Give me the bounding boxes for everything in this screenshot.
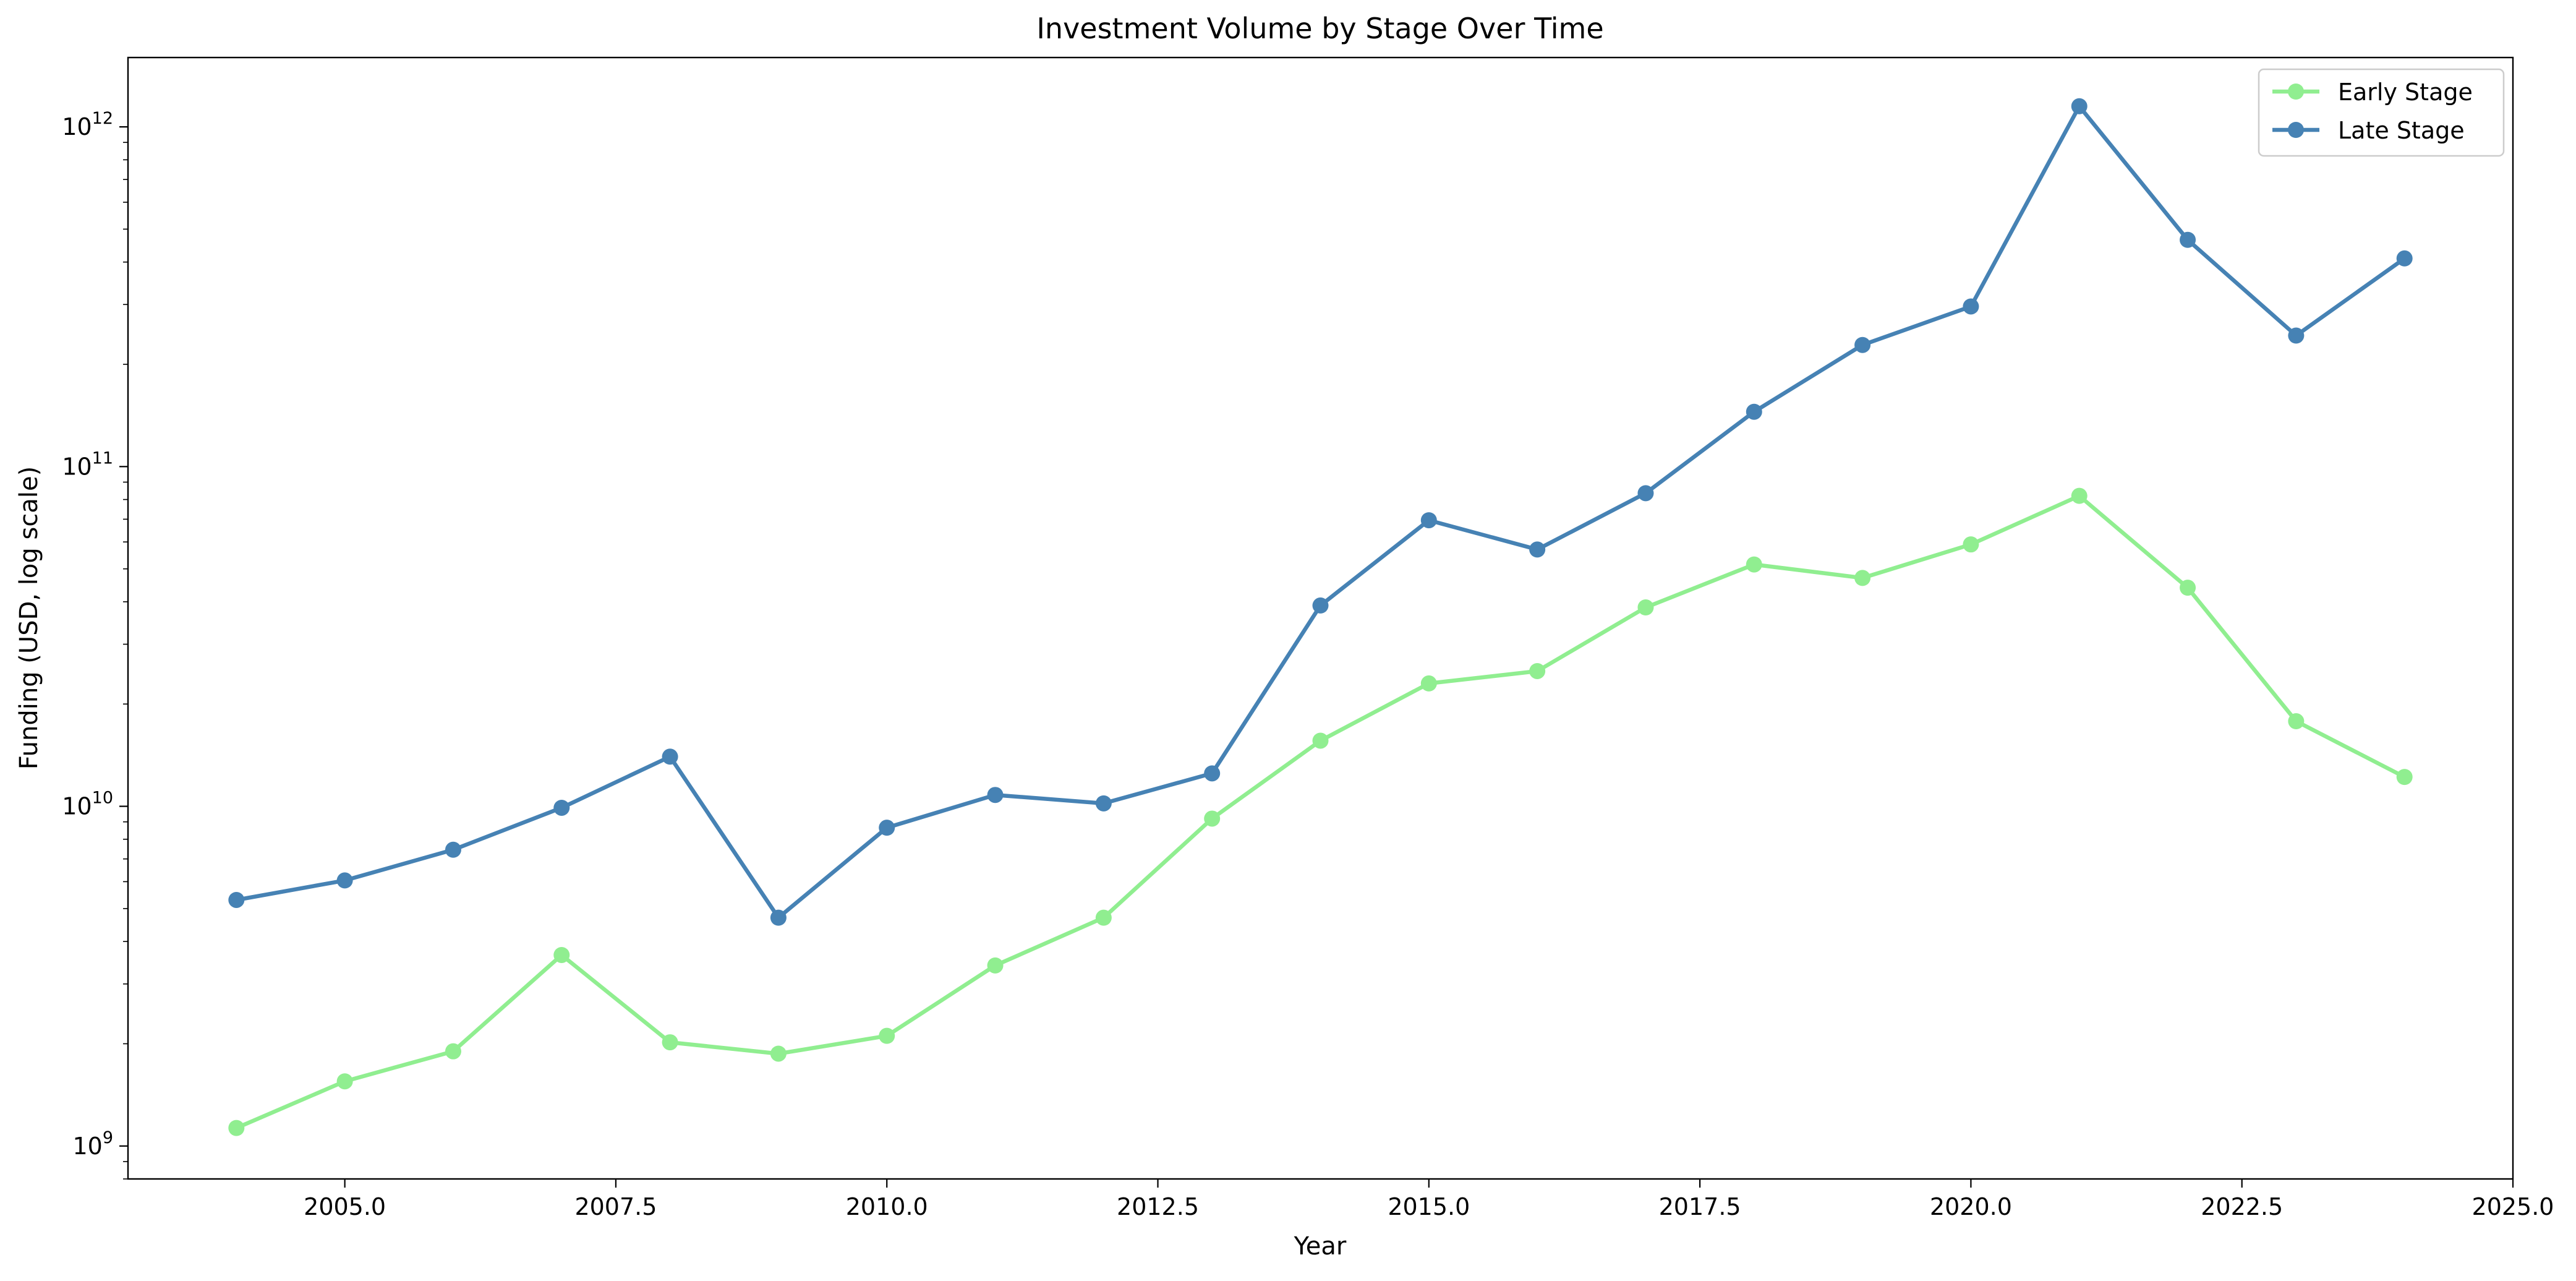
data-point-early-stage <box>1529 662 1546 679</box>
chart-title: Investment Volume by Stage Over Time <box>1036 12 1603 45</box>
data-point-early-stage <box>1746 556 1762 573</box>
y-tick-label: 1010 <box>62 789 113 820</box>
x-tick-label: 2010.0 <box>846 1193 928 1220</box>
y-axis-label: Funding (USD, log scale) <box>15 466 43 769</box>
x-tick-label: 2020.0 <box>1930 1193 2012 1220</box>
data-point-late-stage <box>2396 250 2413 267</box>
data-point-late-stage <box>987 787 1004 803</box>
axes: 2005.0 2007.5 2010.0 2012.5 2015.0 2017.5 2020… <box>62 109 2554 1220</box>
data-point-early-stage <box>2288 713 2305 730</box>
x-tick-label: 2022.5 <box>2201 1193 2283 1220</box>
data-point-late-stage <box>879 820 895 836</box>
data-point-late-stage <box>228 891 245 908</box>
data-point-late-stage <box>1637 485 1654 502</box>
data-point-late-stage <box>770 909 787 926</box>
data-point-early-stage <box>662 1034 678 1051</box>
legend: Early Stage Late Stage <box>2258 68 2505 157</box>
data-point-late-stage <box>662 748 678 765</box>
data-point-early-stage <box>770 1045 787 1062</box>
y-tick-label: 109 <box>72 1128 113 1160</box>
data-point-early-stage <box>879 1027 895 1044</box>
data-point-early-stage <box>2180 580 2196 596</box>
data-point-early-stage <box>1420 675 1437 692</box>
data-point-early-stage <box>1312 732 1329 749</box>
data-point-early-stage <box>553 946 570 963</box>
series-line-late-stage <box>234 104 2407 920</box>
x-axis-label: Year <box>1294 1232 1347 1261</box>
data-point-early-stage <box>2071 487 2088 504</box>
x-tick-label: 2012.5 <box>1117 1193 1199 1220</box>
data-point-late-stage <box>445 841 461 858</box>
x-tick-label: 2017.5 <box>1659 1193 1741 1220</box>
data-point-late-stage <box>2071 98 2088 114</box>
legend-label-late-stage: Late Stage <box>2338 117 2465 144</box>
data-point-late-stage <box>1204 765 1221 782</box>
x-tick-label: 2015.0 <box>1388 1193 1470 1220</box>
data-point-late-stage <box>2288 327 2305 344</box>
data-point-late-stage <box>2180 231 2196 248</box>
data-point-early-stage <box>445 1043 461 1060</box>
x-tick-label: 2007.5 <box>574 1193 657 1220</box>
legend-marker-late-stage <box>2288 122 2304 138</box>
data-point-late-stage <box>1312 597 1329 614</box>
data-point-early-stage <box>228 1120 245 1136</box>
data-point-early-stage <box>1095 909 1112 926</box>
y-tick-label: 1012 <box>62 109 113 140</box>
data-point-late-stage <box>1095 795 1112 812</box>
axes-frame <box>127 56 2514 1180</box>
legend-box <box>2258 68 2505 157</box>
data-point-late-stage <box>336 872 353 889</box>
data-point-early-stage <box>987 957 1004 974</box>
data-point-late-stage <box>1746 403 1762 420</box>
data-point-early-stage <box>2396 769 2413 786</box>
x-tick-label: 2025.0 <box>2472 1193 2554 1220</box>
data-point-late-stage <box>1963 298 1979 315</box>
data-point-late-stage <box>1420 512 1437 529</box>
y-tick-label: 1011 <box>62 448 113 480</box>
data-point-late-stage <box>1854 336 1871 353</box>
data-point-early-stage <box>1963 536 1979 553</box>
data-point-late-stage <box>553 799 570 816</box>
plot-area <box>228 98 2413 1136</box>
data-point-early-stage <box>1204 810 1221 827</box>
data-point-early-stage <box>1854 570 1871 586</box>
data-point-early-stage <box>1637 599 1654 616</box>
data-point-early-stage <box>336 1073 353 1090</box>
data-point-late-stage <box>1529 541 1546 558</box>
x-tick-label: 2005.0 <box>304 1193 386 1220</box>
legend-marker-early-stage <box>2288 84 2304 100</box>
legend-label-early-stage: Early Stage <box>2338 79 2473 106</box>
